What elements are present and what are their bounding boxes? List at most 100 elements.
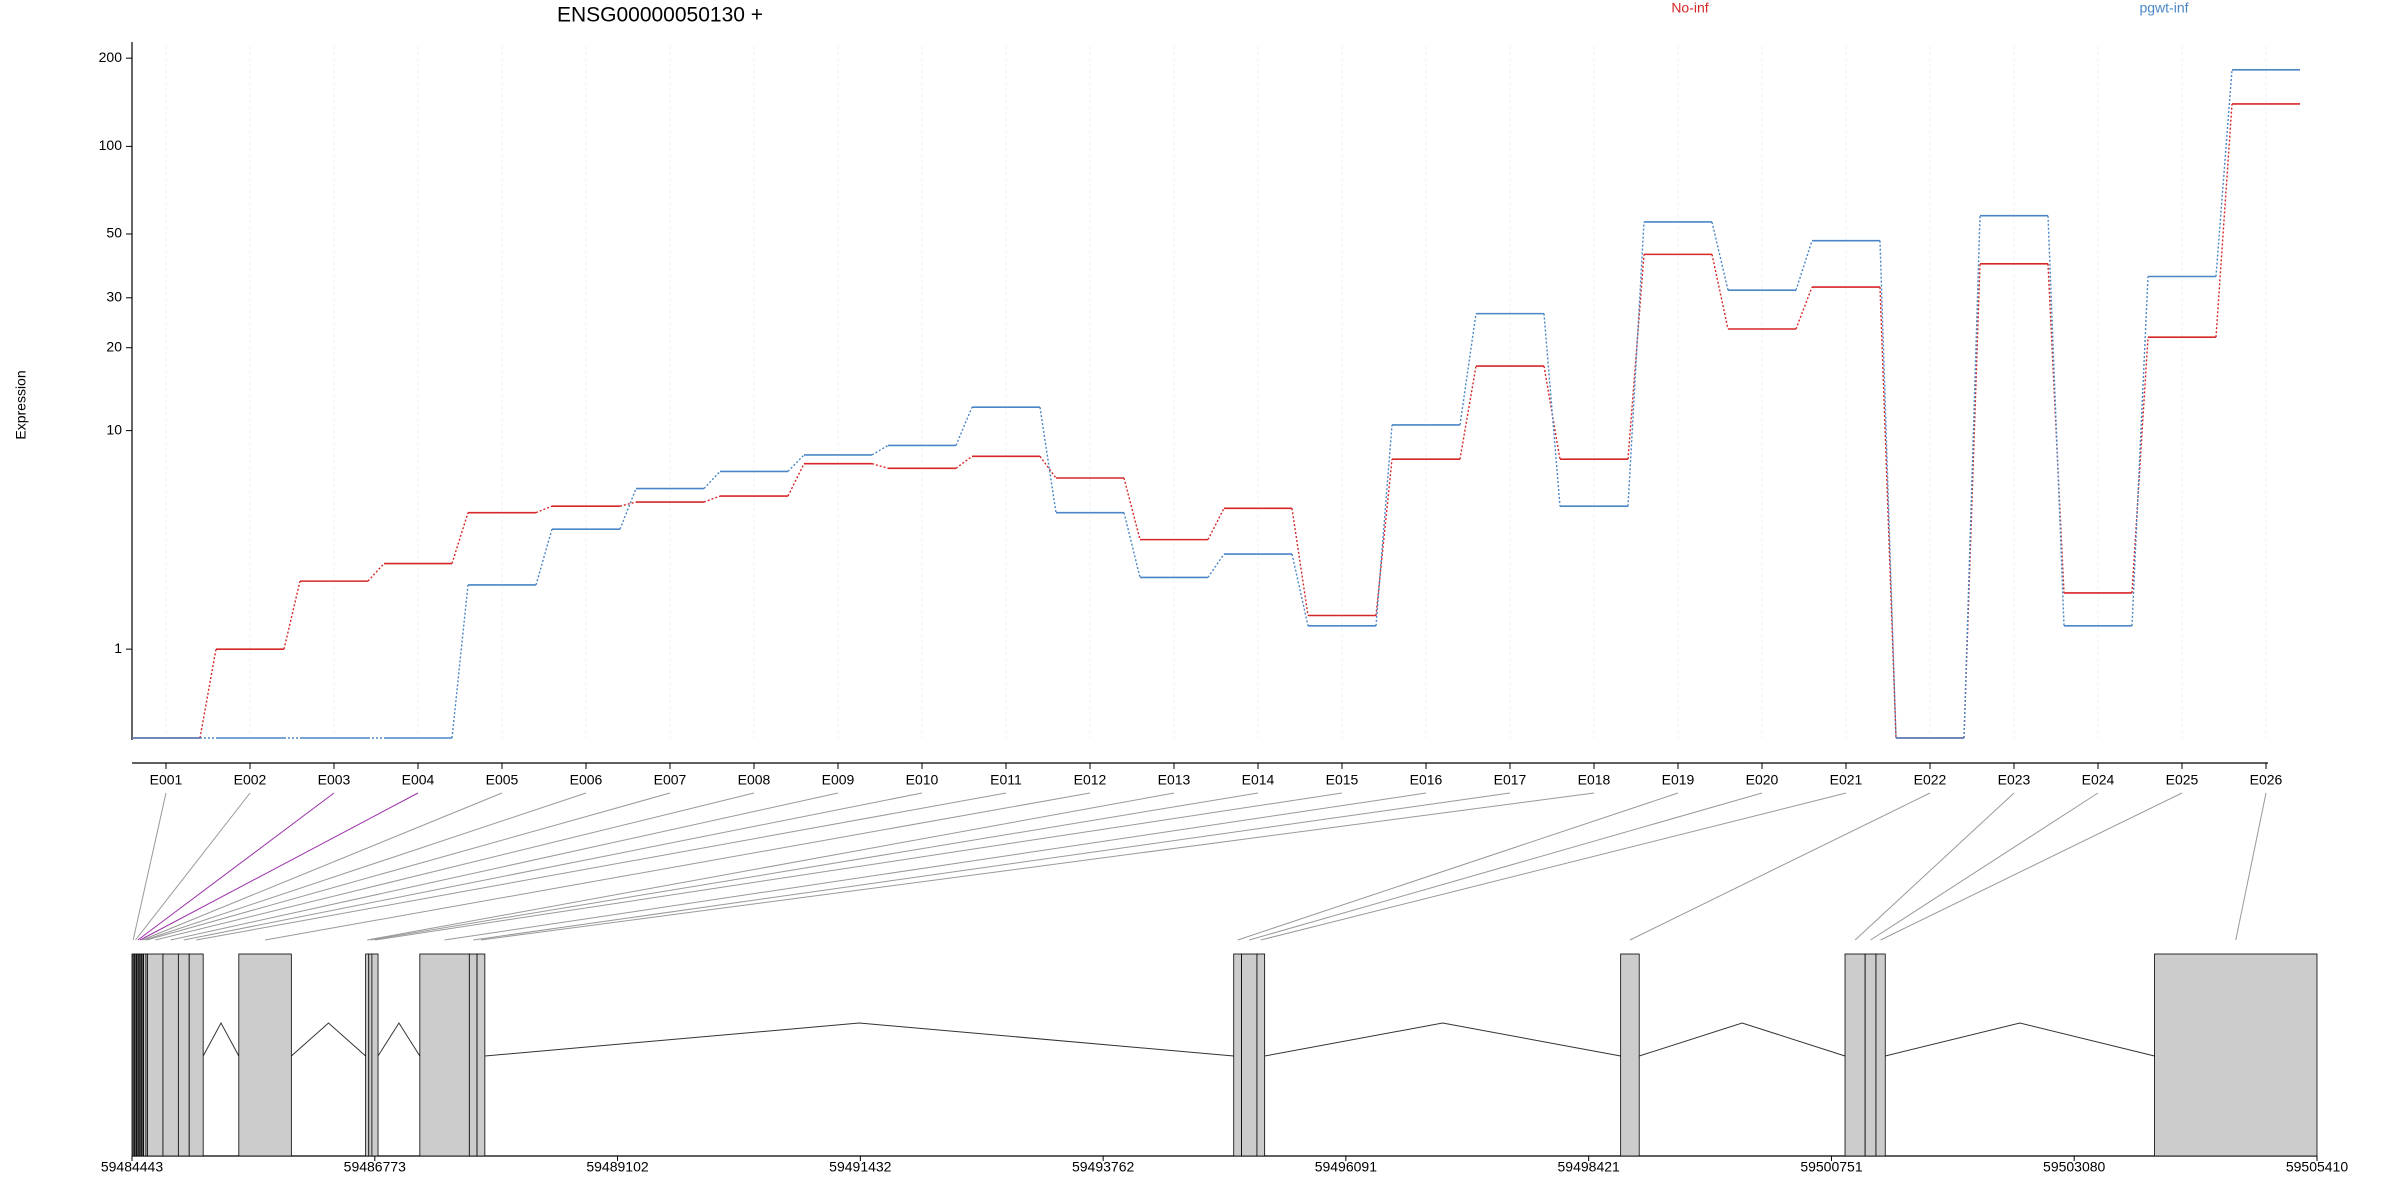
x-tick-label: E008 — [738, 772, 771, 788]
x-tick-label: E018 — [1578, 772, 1611, 788]
exon — [162, 953, 179, 1157]
y-tick-label: 20 — [106, 338, 122, 354]
exon-connector — [444, 792, 1427, 941]
x-tick-label: E012 — [1074, 772, 1107, 788]
x-tick-label: E005 — [486, 772, 519, 788]
chart-title: ENSG00000050130 + — [557, 4, 763, 27]
exon-connector — [1629, 792, 1931, 941]
genome-tick-label: 59489102 — [586, 1159, 649, 1175]
series-connector — [619, 501, 637, 507]
series-connector — [1543, 365, 1561, 460]
x-tick-label: E002 — [234, 772, 267, 788]
genome-tick-label: 59505410 — [2286, 1159, 2349, 1175]
series-connector — [871, 444, 889, 456]
exon — [1256, 953, 1266, 1157]
series-connector — [703, 470, 721, 490]
series-connector — [2215, 69, 2233, 277]
series-connector — [1543, 313, 1561, 507]
exon-connector — [139, 792, 419, 941]
series-connector — [1711, 254, 1729, 330]
exon-connector — [264, 792, 1091, 941]
exon — [468, 953, 478, 1157]
exon — [1620, 953, 1640, 1157]
series-connector — [1039, 455, 1057, 479]
exon-connector — [144, 792, 587, 941]
x-tick-label: E007 — [654, 772, 687, 788]
exon-connector — [1880, 792, 2183, 941]
exon-connector — [1249, 792, 1763, 941]
series-connector — [1879, 240, 1897, 739]
intron — [291, 1022, 366, 1057]
exon — [238, 953, 292, 1157]
series-connector — [1795, 286, 1813, 330]
series-connector — [367, 563, 385, 582]
series-connector — [1795, 240, 1813, 291]
series-connector — [1963, 215, 1981, 739]
exon — [2154, 953, 2318, 1157]
intron — [1264, 1022, 1621, 1057]
x-tick-label: E026 — [2250, 772, 2283, 788]
series-connector — [2215, 103, 2233, 338]
exon-connector — [196, 792, 1007, 941]
series-connector — [2047, 215, 2065, 626]
exon-connector — [374, 792, 1343, 941]
exon-connector — [170, 792, 839, 941]
series-connector — [1207, 507, 1225, 540]
genome-tick-label: 59484443 — [101, 1159, 164, 1175]
intron — [1885, 1022, 2155, 1057]
series-connector — [1963, 263, 1981, 739]
exon-connector — [370, 792, 1259, 941]
intron — [377, 1022, 421, 1057]
x-tick-label: E009 — [822, 772, 855, 788]
exon-connector — [367, 792, 1175, 941]
y-tick-label: 50 — [106, 225, 122, 241]
exon — [1241, 953, 1258, 1157]
x-tick-label: E025 — [2166, 772, 2199, 788]
series-connector — [955, 406, 973, 446]
exon — [188, 953, 204, 1157]
x-tick-label: E021 — [1830, 772, 1863, 788]
exon — [365, 953, 370, 1157]
intron — [484, 1022, 1234, 1057]
intron — [202, 1021, 240, 1057]
series-connector — [1291, 553, 1309, 626]
series-connector — [451, 584, 469, 739]
x-tick-label: E011 — [990, 772, 1022, 788]
x-tick-label: E022 — [1914, 772, 1947, 788]
genome-tick-label: 59503080 — [2043, 1159, 2106, 1175]
series-connector — [283, 580, 301, 650]
series-connector — [871, 462, 889, 469]
series-connector — [1123, 477, 1141, 540]
x-tick-label: E003 — [318, 772, 351, 788]
x-tick-label: E004 — [402, 772, 435, 788]
series-connector — [1123, 512, 1141, 578]
series-connector — [703, 495, 721, 503]
y-tick-label: 1 — [114, 640, 122, 656]
y-tick-label: 200 — [99, 49, 123, 65]
genome-tick-label: 59496091 — [1315, 1159, 1378, 1175]
exon — [1844, 953, 1866, 1157]
genome-tick-label: 59493762 — [1072, 1159, 1135, 1175]
y-tick-label: 100 — [99, 137, 123, 153]
exon-connector — [146, 792, 671, 941]
exon-connector — [183, 792, 923, 941]
exon — [177, 953, 190, 1157]
exon-connector — [142, 792, 503, 941]
exon-connector — [480, 792, 1595, 941]
series-connector — [451, 512, 469, 564]
exon-connector — [1854, 792, 2015, 941]
exon — [147, 953, 164, 1157]
genome-tick-label: 59498421 — [1558, 1159, 1621, 1175]
x-tick-label: E001 — [150, 772, 183, 788]
exon-connector — [1260, 792, 1847, 941]
x-tick-label: E013 — [1158, 772, 1191, 788]
exon-connector — [137, 792, 335, 941]
x-tick-label: E019 — [1662, 772, 1695, 788]
genome-tick-label: 59500751 — [1800, 1159, 1863, 1175]
legend-label: No-inf — [1671, 0, 1708, 16]
x-tick-label: E015 — [1326, 772, 1359, 788]
series-connector — [1627, 221, 1645, 507]
y-tick-label: 30 — [106, 288, 122, 304]
exon-connector — [1870, 792, 2099, 941]
